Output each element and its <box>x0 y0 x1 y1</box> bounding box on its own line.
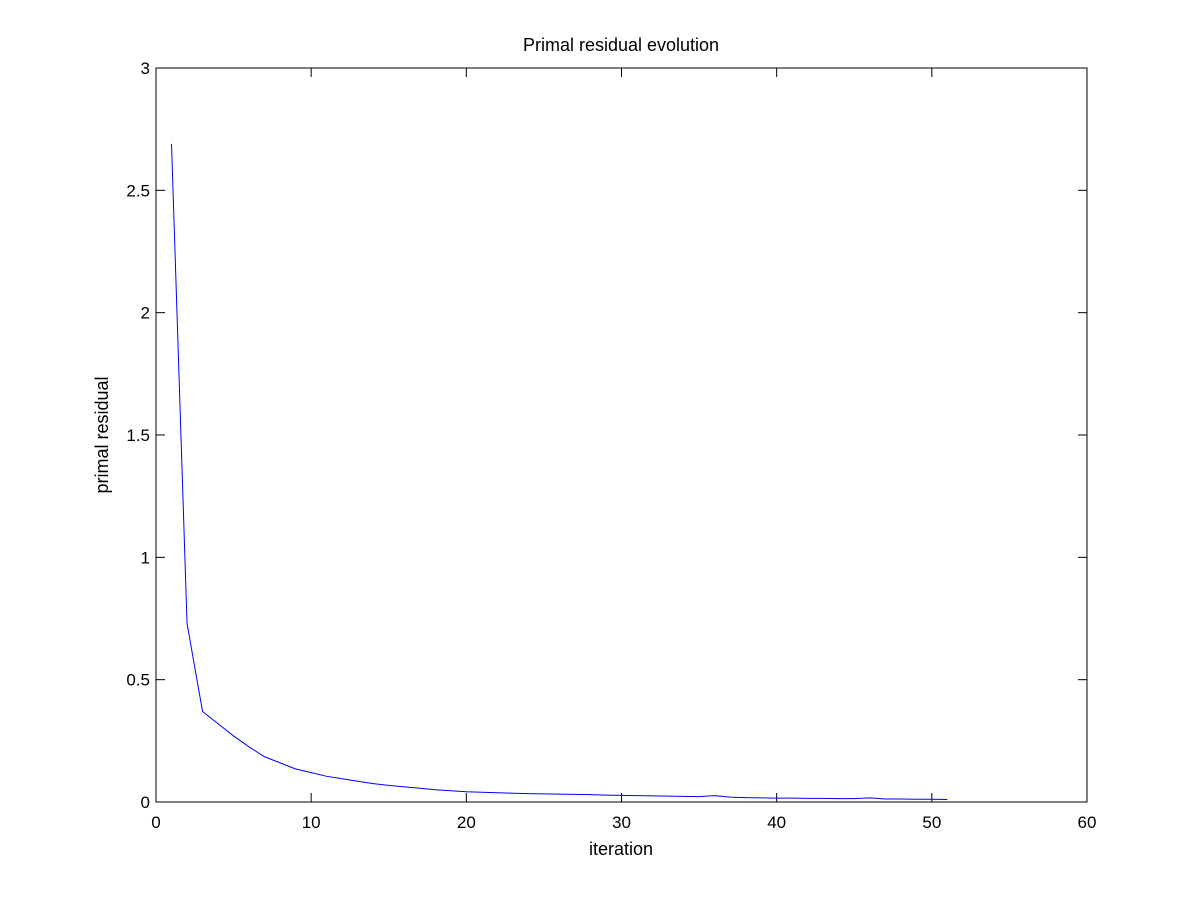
y-tick-label: 2 <box>141 304 150 323</box>
y-tick-label: 0 <box>141 793 150 812</box>
y-tick-label: 0.5 <box>126 671 150 690</box>
x-tick-label: 30 <box>612 813 631 832</box>
chart-title: Primal residual evolution <box>523 35 719 55</box>
y-tick-label: 2.5 <box>126 181 150 200</box>
series-line <box>171 143 948 801</box>
x-tick-label: 50 <box>922 813 941 832</box>
x-tick-label: 10 <box>302 813 321 832</box>
x-axis-ticks: 0 10 20 30 40 50 60 <box>151 68 1096 832</box>
x-tick-label: 0 <box>151 813 160 832</box>
y-tick-label: 1 <box>141 548 150 567</box>
y-tick-label: 1.5 <box>126 426 150 445</box>
x-tick-label: 40 <box>767 813 786 832</box>
x-axis-title: iteration <box>589 839 653 859</box>
y-axis-ticks: 0 0.5 1 1.5 2 2.5 3 <box>126 59 1087 812</box>
x-tick-label: 20 <box>457 813 476 832</box>
plot-area-frame <box>155 67 1088 803</box>
y-tick-label: 3 <box>141 59 150 78</box>
series-group <box>171 143 948 801</box>
x-tick-label: 60 <box>1078 813 1097 832</box>
y-axis-title: primal residual <box>92 376 112 493</box>
